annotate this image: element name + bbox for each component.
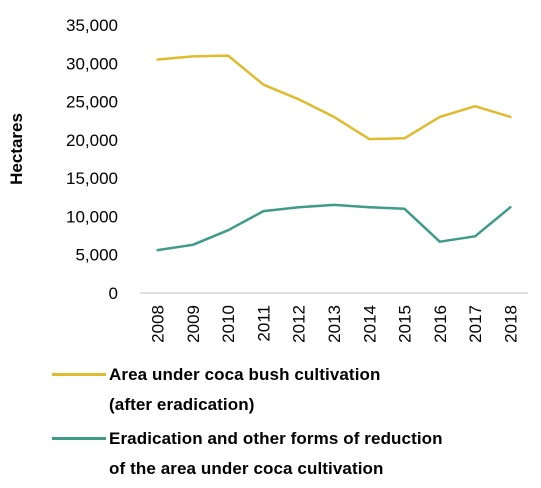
y-tick-label: 10,000 [66, 207, 118, 226]
x-tick-label: 2008 [149, 305, 168, 343]
x-tick-label: 2018 [501, 305, 520, 343]
y-tick-label: 25,000 [66, 93, 118, 112]
y-tick-label: 20,000 [66, 131, 118, 150]
line-chart: Hectares 0 5,000 10,000 15,000 20,000 25,000 3… [7, 16, 528, 343]
x-tick-label: 2016 [431, 305, 450, 343]
legend-item-series-2: Eradication and other forms of reduction… [52, 424, 541, 484]
x-tick-label: 2017 [466, 305, 485, 343]
legend-label-series-2: Eradication and other forms of reduction… [109, 424, 443, 484]
legend-label-series-2-line-2: of the area under coca cultivation [109, 459, 384, 478]
legend-label-series-1-line-2: (after eradication) [109, 395, 255, 414]
x-axis-ticks: 2008 2009 2010 2011 2012 2013 2014 2015 2016 2017… [149, 305, 521, 343]
y-tick-label: 35,000 [66, 16, 118, 35]
y-tick-label: 5,000 [75, 246, 118, 265]
series-line-1 [156, 54, 512, 141]
x-tick-label: 2014 [360, 305, 379, 343]
x-tick-label: 2012 [290, 305, 309, 343]
series-line-2 [156, 203, 512, 252]
y-tick-label: 30,000 [66, 54, 118, 73]
x-tick-label: 2010 [219, 305, 238, 343]
legend: Area under coca bush cultivation (after … [52, 360, 541, 488]
legend-swatch-series-2 [52, 437, 106, 440]
x-tick-label: 2013 [325, 305, 344, 343]
y-axis-title: Hectares [7, 113, 26, 185]
x-tick-label: 2009 [184, 305, 203, 343]
legend-label-series-2-line-1: Eradication and other forms of reduction [109, 429, 443, 448]
x-tick-label: 2011 [254, 305, 273, 342]
legend-swatch-series-1 [52, 373, 106, 376]
legend-label-series-1-line-1: Area under coca bush cultivation [109, 365, 381, 384]
legend-item-series-1: Area under coca bush cultivation (after … [52, 360, 541, 420]
legend-label-series-1: Area under coca bush cultivation (after … [109, 360, 380, 420]
y-tick-label: 15,000 [66, 169, 118, 188]
y-axis-label: Hectares [7, 113, 26, 185]
y-tick-label: 0 [109, 284, 118, 303]
series-lines [156, 54, 512, 252]
x-tick-label: 2015 [396, 305, 415, 343]
y-axis-ticks: 0 5,000 10,000 15,000 20,000 25,000 30,000 35,0… [66, 16, 118, 303]
